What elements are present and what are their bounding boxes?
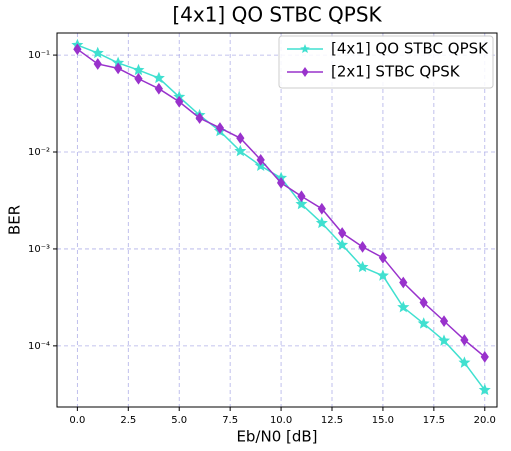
legend-label: [2x1] STBC QPSK	[331, 63, 461, 81]
legend-marker	[301, 67, 309, 77]
data-point	[358, 241, 367, 253]
x-tick-label: 5.0	[171, 415, 187, 426]
plot-frame	[56, 32, 498, 408]
data-point	[195, 112, 204, 124]
data-point	[336, 238, 349, 251]
data-point	[419, 296, 428, 309]
legend-marker	[300, 44, 310, 53]
data-point	[439, 315, 449, 327]
data-point	[297, 190, 306, 203]
data-point	[356, 260, 369, 273]
data-point	[234, 144, 247, 157]
data-point	[91, 46, 104, 59]
x-tick-label: 12.5	[321, 415, 343, 426]
data-point	[417, 317, 430, 329]
x-axis-label: Eb/N0 [dB]	[236, 428, 317, 446]
y-tick-label: 10⁻³	[28, 244, 50, 255]
x-tick-label: 15.0	[372, 415, 394, 426]
legend-label: [4x1] QO STBC QPSK	[331, 40, 489, 58]
data-point	[114, 62, 123, 75]
x-tick-label: 17.5	[423, 415, 445, 426]
legend-box	[278, 35, 494, 89]
data-point	[236, 132, 245, 145]
data-point	[215, 122, 225, 134]
data-point	[152, 71, 165, 84]
data-point	[338, 227, 347, 239]
x-tick-label: 7.5	[222, 415, 238, 426]
data-point	[315, 216, 328, 229]
chart-title: [4x1] QO STBC QPSK	[172, 3, 382, 27]
data-point	[276, 177, 286, 189]
x-tick-label: 0.0	[69, 415, 85, 426]
data-point	[480, 350, 489, 363]
data-point	[73, 43, 82, 56]
data-point	[460, 334, 469, 346]
data-point	[378, 251, 388, 264]
data-point	[397, 300, 410, 313]
data-point	[93, 58, 102, 70]
x-tick-label: 20.0	[474, 415, 496, 426]
data-point	[317, 202, 326, 215]
y-tick-label: 10⁻⁴	[28, 341, 50, 352]
data-point	[132, 63, 145, 76]
data-point	[295, 197, 308, 210]
y-tick-label: 10⁻²	[28, 147, 50, 158]
data-point	[134, 72, 143, 85]
x-tick-label: 2.5	[120, 415, 136, 426]
data-point	[256, 153, 265, 166]
data-point	[478, 383, 491, 396]
data-point	[175, 95, 184, 108]
data-point	[154, 82, 163, 95]
data-point	[399, 276, 408, 289]
y-tick-label: 10⁻¹	[28, 50, 50, 61]
y-axis-label: BER	[6, 205, 24, 235]
data-point	[458, 356, 471, 368]
data-point	[376, 269, 389, 281]
data-point	[438, 334, 451, 346]
x-tick-label: 10.0	[270, 415, 292, 426]
